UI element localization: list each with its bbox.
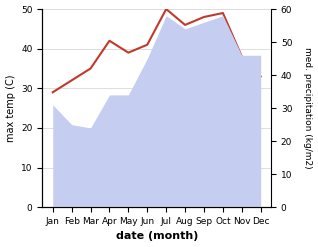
- Y-axis label: max temp (C): max temp (C): [5, 74, 16, 142]
- X-axis label: date (month): date (month): [115, 231, 198, 242]
- Y-axis label: med. precipitation (kg/m2): med. precipitation (kg/m2): [303, 47, 313, 169]
